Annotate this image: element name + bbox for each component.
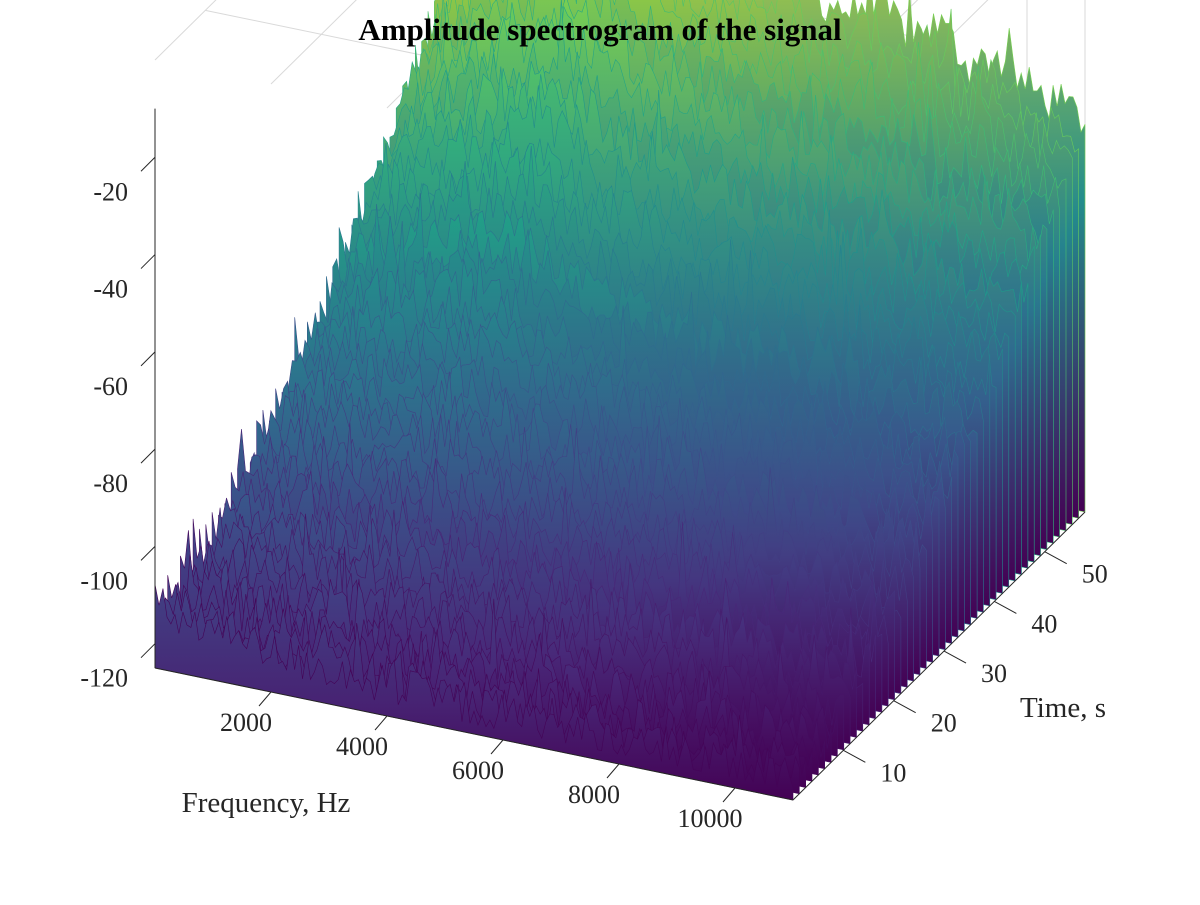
- y-axis-line: [792, 511, 1086, 801]
- y-tick: [843, 749, 866, 763]
- y-tick-label: 30: [981, 659, 1007, 688]
- y-tick-label: 10: [880, 758, 906, 787]
- x-tick-label: 4000: [336, 732, 388, 761]
- z-tick: [140, 448, 156, 464]
- y-tick: [1044, 551, 1067, 565]
- y-axis-label: Time, s: [1020, 692, 1106, 724]
- z-tick: [140, 546, 156, 561]
- z-tick-label: -40: [93, 275, 128, 304]
- z-tick: [140, 254, 156, 269]
- y-tick: [943, 650, 967, 664]
- z-tick: [140, 351, 156, 367]
- z-tick-label: -100: [80, 566, 128, 595]
- x-tick: [490, 739, 504, 755]
- box-edge: [154, 0, 217, 61]
- y-tick-label: 40: [1031, 609, 1057, 638]
- z-tick-label: -20: [93, 177, 128, 206]
- x-tick-label: 10000: [678, 804, 743, 833]
- y-tick-label: 20: [931, 709, 957, 738]
- x-axis-line: [154, 667, 794, 801]
- z-tick: [140, 643, 156, 659]
- grid-line-frequency-top: [270, 0, 357, 85]
- x-tick: [258, 691, 272, 707]
- surface-strip: [154, 584, 794, 801]
- y-tick: [893, 700, 916, 714]
- z-tick: [140, 156, 156, 172]
- chart-title: Amplitude spectrogram of the signal: [358, 12, 842, 47]
- z-tick-label: -60: [93, 372, 128, 401]
- z-tick-label: -80: [93, 469, 128, 498]
- x-tick-label: 2000: [220, 708, 272, 737]
- x-tick: [722, 787, 736, 803]
- x-tick: [374, 715, 388, 731]
- z-tick-label: -120: [80, 664, 128, 693]
- y-tick-label: 50: [1082, 560, 1108, 589]
- y-tick: [994, 600, 1017, 614]
- x-tick-label: 8000: [568, 780, 620, 809]
- tick-labels: -20 -40 -60 -80 -100 -120 2000 4000 6000 8000 1000…: [80, 177, 1107, 833]
- x-tick: [606, 763, 620, 779]
- x-tick-label: 6000: [452, 756, 504, 785]
- axes: [140, 108, 1086, 803]
- x-axis-label: Frequency, Hz: [182, 787, 351, 819]
- spectrogram-surface: [154, 0, 1086, 801]
